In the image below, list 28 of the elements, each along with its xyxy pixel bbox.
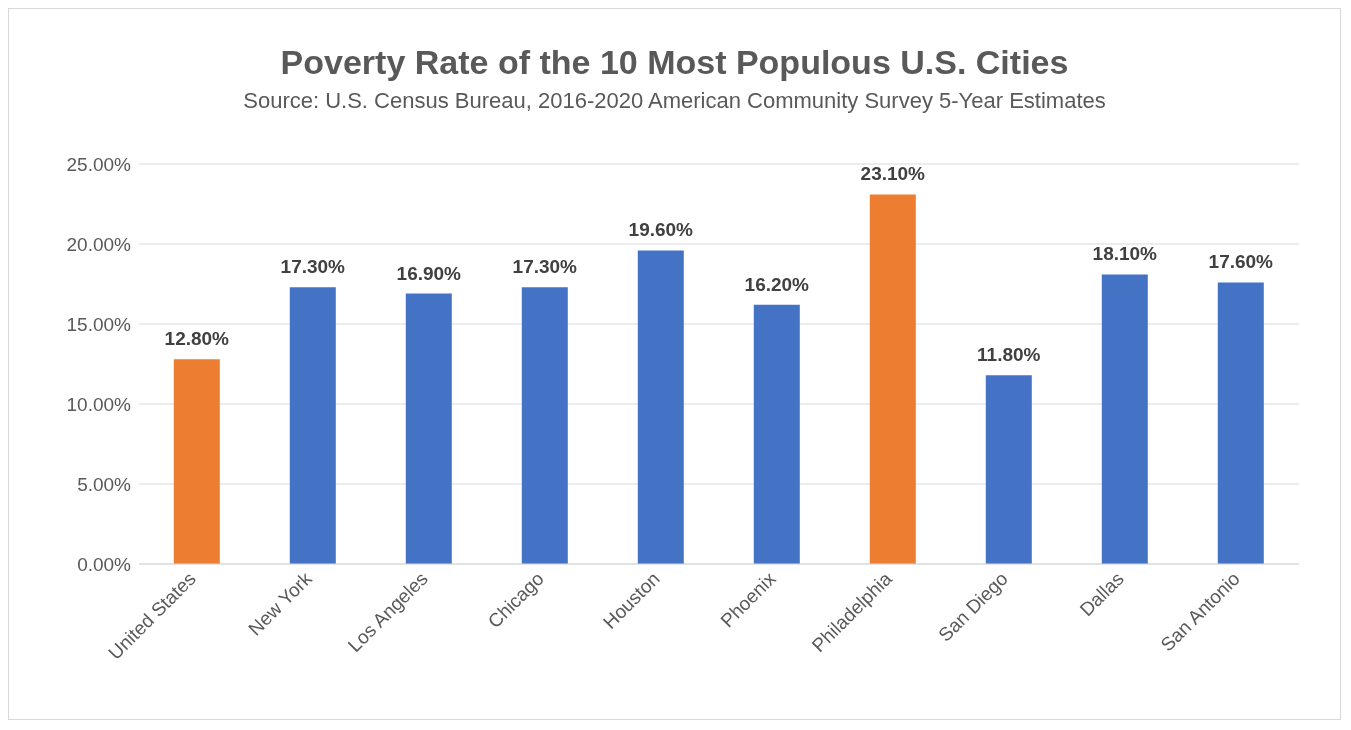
- chart-title: Poverty Rate of the 10 Most Populous U.S. Cities: [279, 43, 1070, 82]
- bar: [521, 287, 568, 564]
- bar: [405, 293, 452, 564]
- y-tick-label: 0.00%: [77, 553, 132, 575]
- y-tick-label: 10.00%: [66, 393, 132, 415]
- bar: [637, 250, 684, 564]
- data-label: 16.90%: [396, 262, 462, 284]
- y-tick-label: 5.00%: [77, 473, 132, 495]
- bar: [173, 359, 220, 564]
- bar: [1217, 282, 1264, 564]
- data-label: 17.60%: [1208, 251, 1274, 273]
- bar: [869, 194, 916, 564]
- bar: [753, 304, 800, 564]
- data-label: 23.10%: [860, 163, 926, 185]
- y-tick-label: 15.00%: [66, 313, 132, 335]
- chart-subtitle: Source: U.S. Census Bureau, 2016-2020 American Community Survey 5-Year Estimates: [242, 88, 1107, 114]
- y-tick-label: 25.00%: [66, 153, 132, 175]
- data-label: 11.80%: [977, 344, 1041, 366]
- y-tick-label: 20.00%: [66, 233, 132, 255]
- data-label: 19.60%: [628, 219, 694, 241]
- data-label: 17.30%: [280, 256, 346, 278]
- bar: [985, 375, 1032, 564]
- bar: [1101, 274, 1148, 564]
- data-label: 17.30%: [512, 256, 578, 278]
- bar: [289, 287, 336, 564]
- data-label: 12.80%: [164, 328, 230, 350]
- data-label: 18.10%: [1092, 243, 1158, 265]
- data-label: 16.20%: [744, 273, 810, 295]
